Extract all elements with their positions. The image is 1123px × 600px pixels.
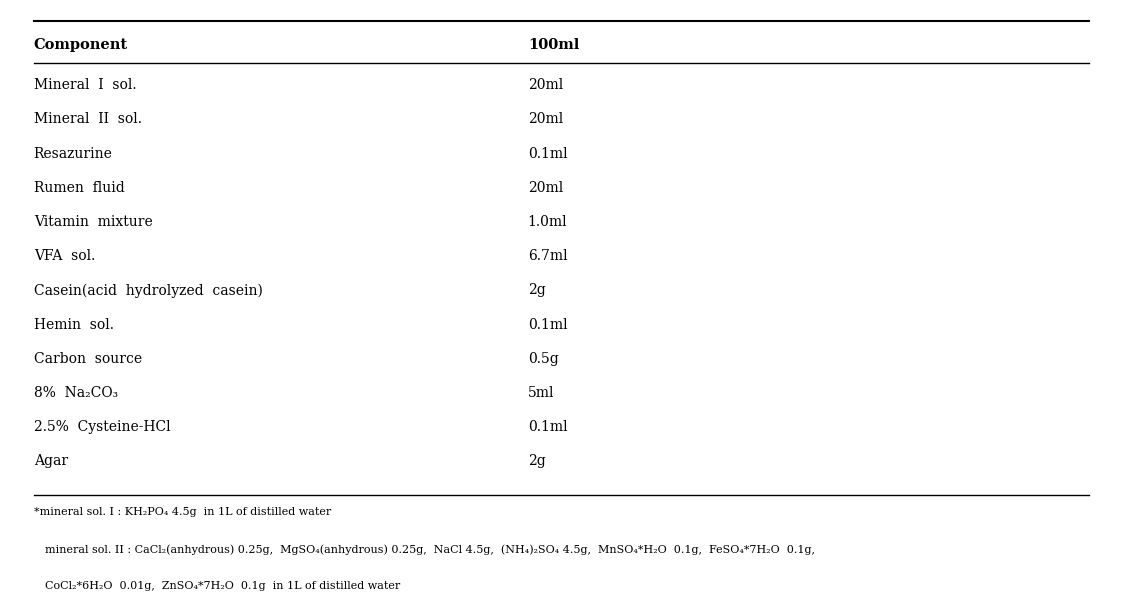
Text: CoCl₂*6H₂O  0.01g,  ZnSO₄*7H₂O  0.1g  in 1L of distilled water: CoCl₂*6H₂O 0.01g, ZnSO₄*7H₂O 0.1g in 1L … — [45, 581, 400, 592]
Text: Casein(acid  hydrolyzed  casein): Casein(acid hydrolyzed casein) — [34, 283, 263, 298]
Text: Mineral  II  sol.: Mineral II sol. — [34, 112, 141, 127]
Text: *mineral sol. I : KH₂PO₄ 4.5g  in 1L of distilled water: *mineral sol. I : KH₂PO₄ 4.5g in 1L of d… — [34, 507, 331, 517]
Text: 2g: 2g — [528, 283, 546, 298]
Text: 0.1ml: 0.1ml — [528, 420, 567, 434]
Text: 20ml: 20ml — [528, 181, 563, 195]
Text: 0.5g: 0.5g — [528, 352, 558, 366]
Text: 20ml: 20ml — [528, 112, 563, 127]
Text: 2g: 2g — [528, 454, 546, 469]
Text: VFA  sol.: VFA sol. — [34, 249, 95, 263]
Text: Carbon  source: Carbon source — [34, 352, 141, 366]
Text: 6.7ml: 6.7ml — [528, 249, 567, 263]
Text: Component: Component — [34, 38, 128, 52]
Text: Hemin  sol.: Hemin sol. — [34, 317, 113, 332]
Text: 5ml: 5ml — [528, 386, 555, 400]
Text: 1.0ml: 1.0ml — [528, 215, 567, 229]
Text: Resazurine: Resazurine — [34, 146, 112, 161]
Text: 2.5%  Cysteine-HCl: 2.5% Cysteine-HCl — [34, 420, 171, 434]
Text: 8%  Na₂CO₃: 8% Na₂CO₃ — [34, 386, 118, 400]
Text: 100ml: 100ml — [528, 38, 579, 52]
Text: Agar: Agar — [34, 454, 67, 469]
Text: Mineral  I  sol.: Mineral I sol. — [34, 78, 136, 92]
Text: mineral sol. II : CaCl₂(anhydrous) 0.25g,  MgSO₄(anhydrous) 0.25g,  NaCl 4.5g,  : mineral sol. II : CaCl₂(anhydrous) 0.25g… — [45, 544, 815, 555]
Text: Vitamin  mixture: Vitamin mixture — [34, 215, 153, 229]
Text: 0.1ml: 0.1ml — [528, 317, 567, 332]
Text: Rumen  fluid: Rumen fluid — [34, 181, 125, 195]
Text: 0.1ml: 0.1ml — [528, 146, 567, 161]
Text: 20ml: 20ml — [528, 78, 563, 92]
